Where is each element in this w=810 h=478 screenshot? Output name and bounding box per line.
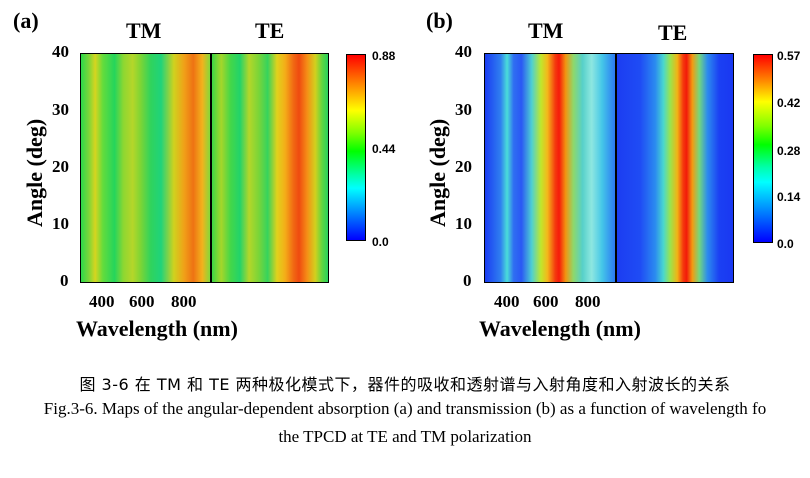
panel-a-ytick-10: 10 [52,214,69,233]
panel-b-xtick-600: 600 [533,292,559,311]
figure: (a) TM TE Angle (deg) 40 30 20 10 0 400 … [13,8,801,341]
panel-b-cb-tick-042: 0.42 [777,96,801,110]
panel-a-letter: (a) [13,8,39,33]
panel-b-xtick-800: 800 [575,292,601,311]
panel-a-ytick-0: 0 [60,271,69,290]
panel-b-ytick-20: 20 [455,157,472,176]
panel-b-xlabel: Wavelength (nm) [479,316,641,341]
panel-a-ytick-40: 40 [52,42,69,61]
panel-a-ytick-20: 20 [52,157,69,176]
panel-a-ylabel: Angle (deg) [22,118,47,227]
panel-a-xtick-800: 800 [171,292,197,311]
panel-b-tm-map [484,53,616,283]
panel-b-ytick-40: 40 [455,42,472,61]
panel-a-te-map [211,53,329,283]
panel-b-ytick-30: 30 [455,100,472,119]
panel-b-te-label: TE [658,20,688,45]
panel-a-tm-label: TM [126,18,162,43]
panel-b-colorbar [753,54,773,243]
panel-a-xtick-600: 600 [129,292,155,311]
panel-b-cb-tick-028: 0.28 [777,144,801,158]
panel-a-colorbar [346,54,366,241]
panel-a-tm-map [80,53,211,283]
panel-b-ytick-10: 10 [455,214,472,233]
caption-chinese: 图 3-6 在 TM 和 TE 两种极化模式下，器件的吸收和透射谱与入射角度和入… [79,375,731,394]
panel-b-te-map [616,53,734,283]
panel-a-xlabel: Wavelength (nm) [76,316,238,341]
panel-a-xtick-400: 400 [89,292,115,311]
panel-b-ylabel: Angle (deg) [425,118,450,227]
caption-english-line1: Fig.3-6. Maps of the angular-dependent a… [43,399,767,418]
panel-a-te-label: TE [255,18,285,43]
panel-b-tm-label: TM [528,18,564,43]
panel-b-cb-tick-014: 0.14 [777,190,801,204]
panel-b-cb-tick-057: 0.57 [777,49,801,63]
panel-b-cb-tick-000: 0.0 [777,237,794,251]
panel-b-ytick-0: 0 [463,271,472,290]
panel-a-ytick-30: 30 [52,100,69,119]
panel-b-letter: (b) [426,8,453,33]
panel-a-cb-tick-max: 0.88 [372,49,396,63]
caption-english-line2: the TPCD at TE and TM polarization [278,427,532,446]
panel-b-xtick-400: 400 [494,292,520,311]
panel-a-cb-tick-min: 0.0 [372,235,389,249]
panel-a-cb-tick-mid: 0.44 [372,142,396,156]
